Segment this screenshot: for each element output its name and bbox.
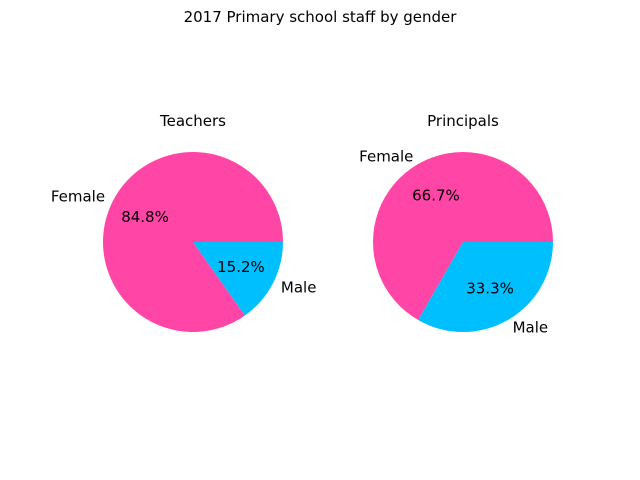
pie-slice-female [373, 152, 553, 321]
pie-title: Teachers [159, 112, 226, 130]
pie-percent-label: 66.7% [412, 186, 460, 204]
pie-percent-label: 84.8% [121, 208, 169, 226]
pie-slice-male [418, 242, 553, 333]
pie-title: Principals [427, 112, 499, 130]
pie-slice-male [193, 242, 283, 316]
pie-category-label: Male [513, 319, 549, 337]
figure-title: 2017 Primary school staff by gender [183, 8, 457, 26]
pie-chart-1: Principals 66.7% Female 33.3% Male [359, 112, 553, 337]
pie-category-label: Female [359, 147, 413, 165]
pie-percent-label: 33.3% [466, 280, 514, 298]
pie-percent-label: 15.2% [217, 258, 265, 276]
pie-chart-0: Teachers 84.8% Female 15.2% Male [51, 112, 317, 332]
pie-category-label: Female [51, 188, 105, 206]
pie-category-label: Male [281, 278, 317, 296]
